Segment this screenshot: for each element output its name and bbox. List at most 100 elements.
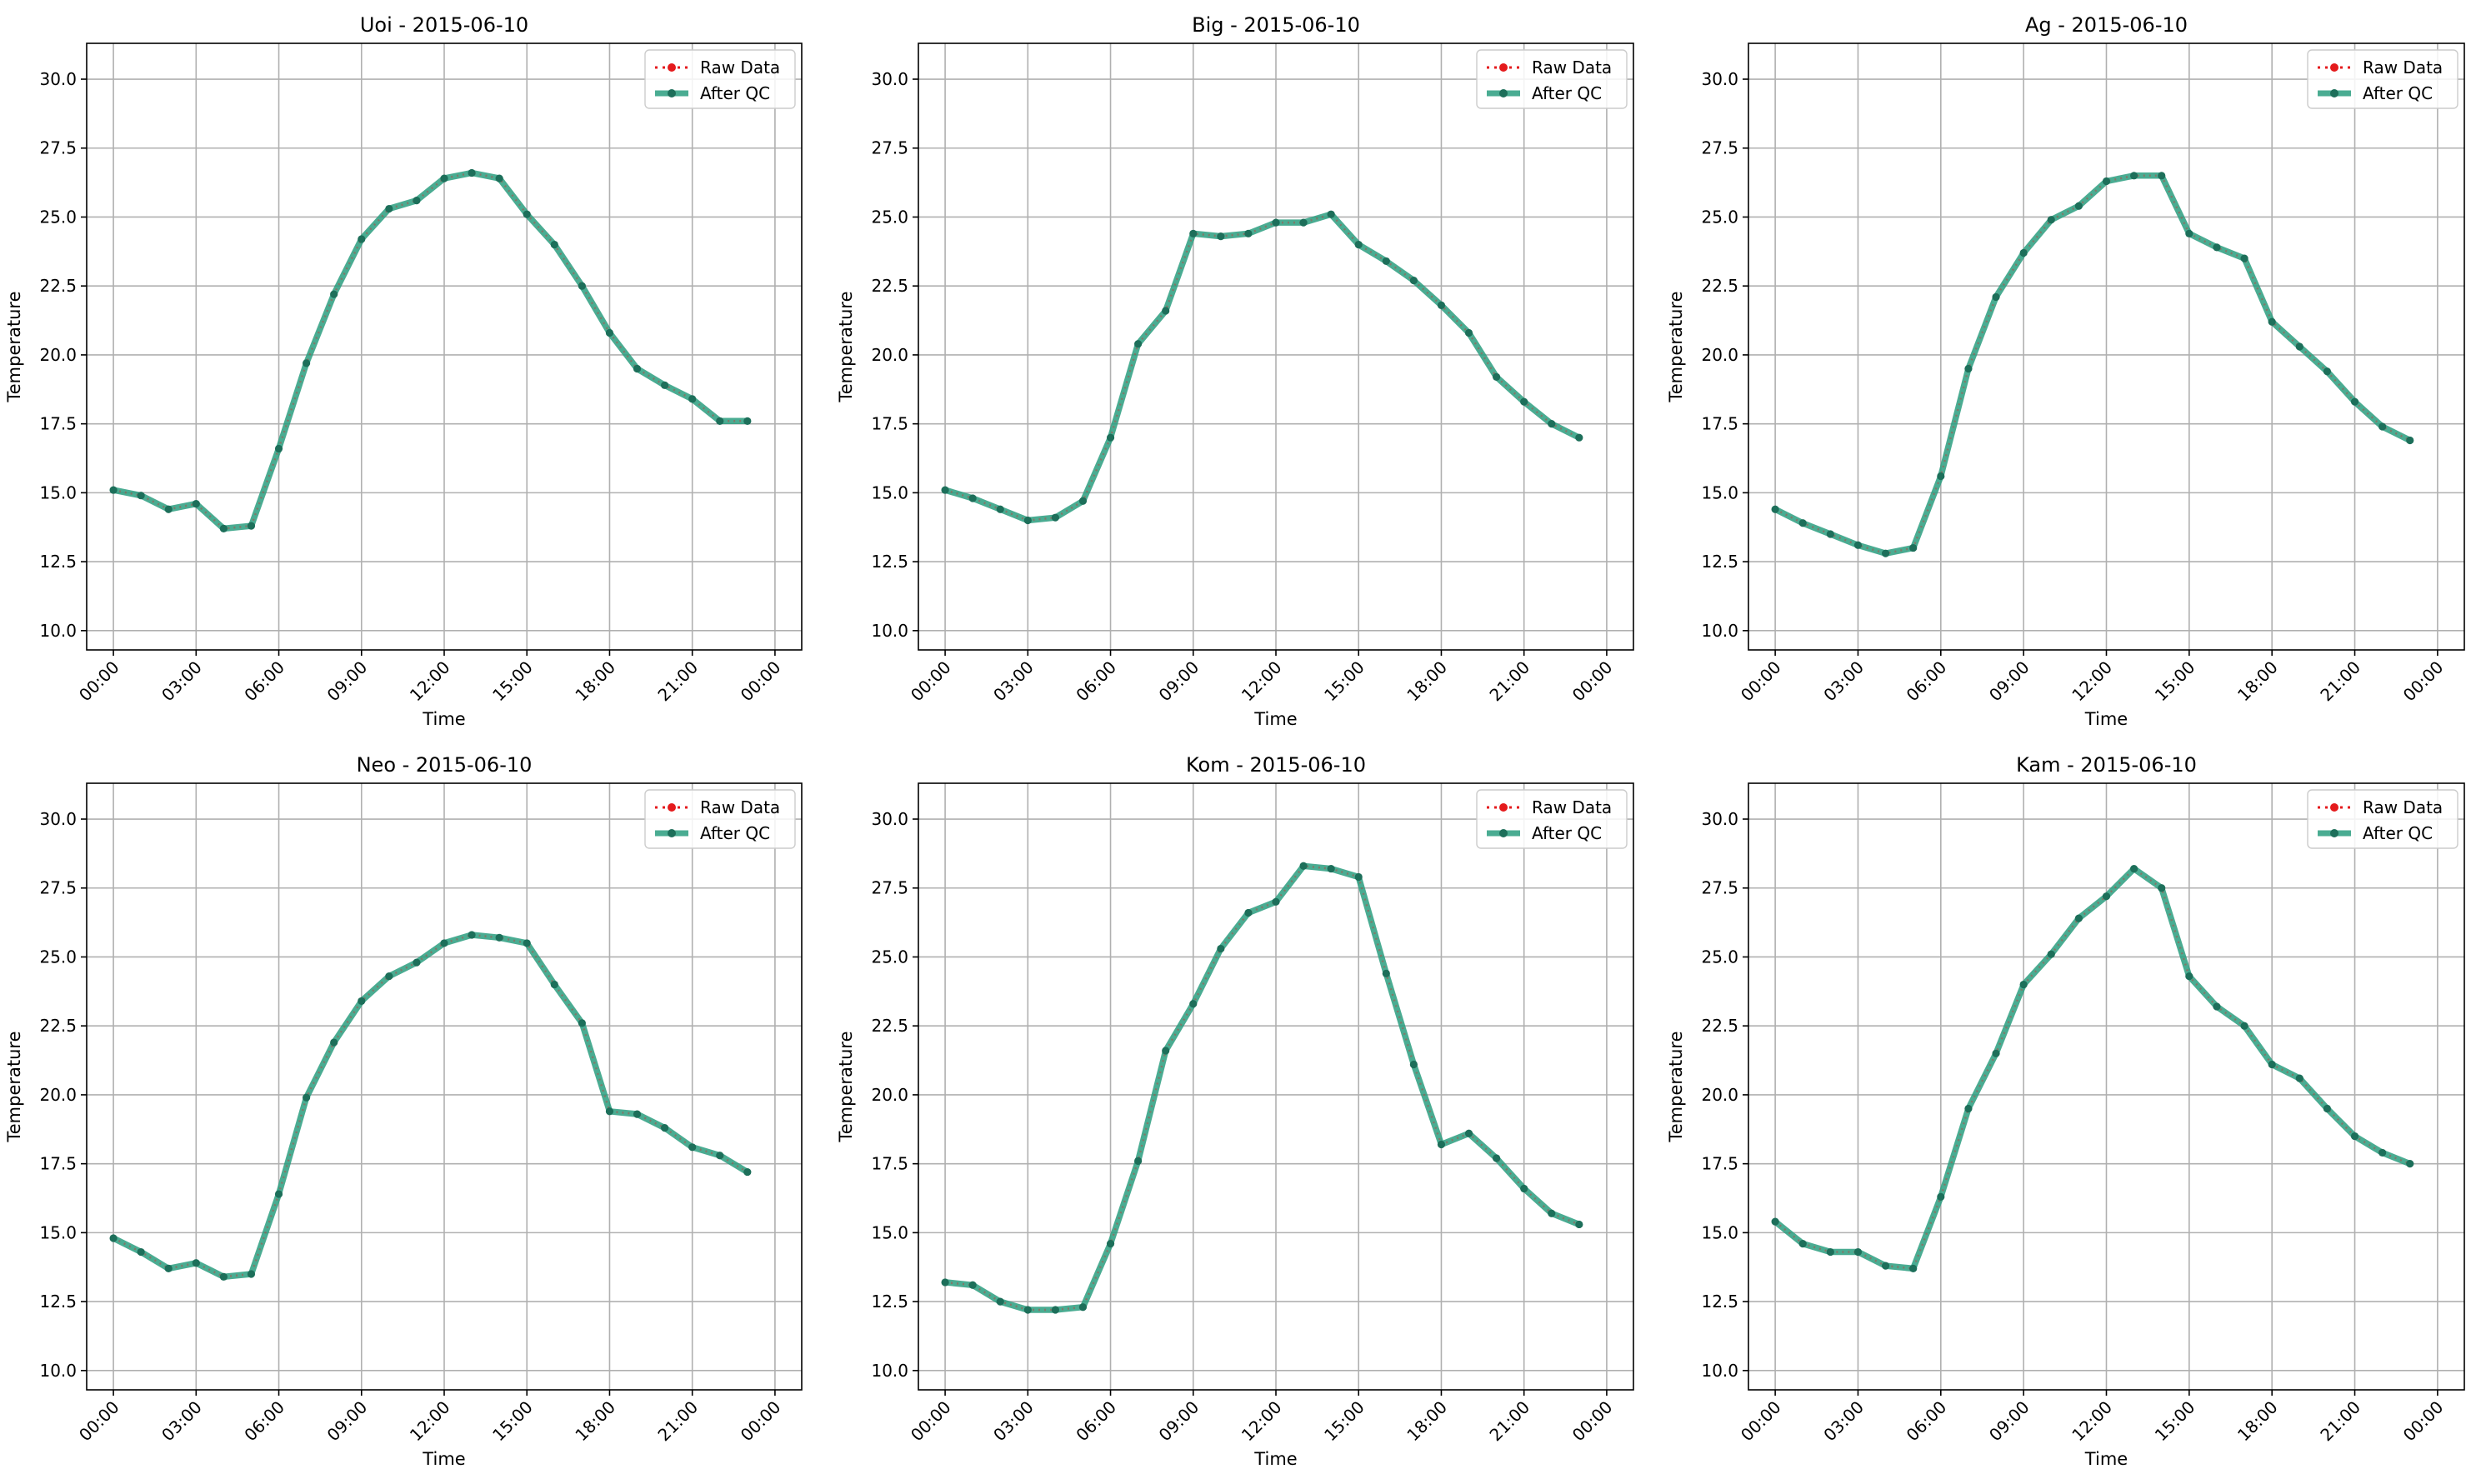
series-line-after-qc [1773,865,2412,1272]
data-point [330,290,338,298]
data-point [1575,433,1583,442]
x-axis-label: Time [2084,709,2128,729]
x-axis-label: Time [1253,1449,1297,1469]
data-point [495,174,503,182]
data-point [109,1234,118,1242]
x-tick-label: 21:00 [1485,657,1533,706]
data-point [1437,301,1446,309]
data-point [1023,1306,1032,1314]
data-point [1162,307,1170,315]
data-point [2213,243,2221,252]
data-point [413,197,421,205]
x-tick-label: 00:00 [907,657,955,706]
legend-marker-raw-data [668,63,676,72]
data-point [247,522,256,530]
y-tick-label: 27.5 [871,138,908,158]
data-point [137,1247,145,1257]
legend: Raw Data After QC [2307,49,2458,109]
y-tick-label: 22.5 [871,1016,908,1036]
grid [87,783,802,1390]
x-tick-label: 06:00 [1072,1397,1120,1446]
data-point [1853,541,1863,549]
data-point [1023,516,1032,525]
data-point [578,1019,586,1027]
data-point [1909,543,1918,552]
data-point [413,958,421,967]
data-point [2130,864,2138,873]
y-tick-label: 12.5 [1701,552,1738,572]
data-point [1992,1049,2000,1057]
y-tick-label: 30.0 [871,809,908,829]
x-tick-label: 03:00 [158,1397,206,1446]
data-point [1409,1060,1418,1069]
y-tick-label: 10.0 [1701,621,1738,641]
chart-title: Kam - 2015-06-10 [2016,753,2197,777]
y-tick-label: 12.5 [871,1292,908,1312]
x-tick-label: 09:00 [1985,657,2033,706]
data-point [1244,229,1253,237]
data-point [164,505,173,513]
data-point [743,417,752,425]
x-tick-label: 18:00 [1403,657,1451,706]
legend-label-after-qc: After QC [1532,83,1602,103]
data-point [1798,1240,1807,1248]
data-point [2295,1074,2303,1082]
legend-marker-after-qc [2330,829,2338,837]
data-point [2185,229,2193,237]
legend: Raw Data After QC [2307,789,2458,849]
x-tick-label: 00:00 [1737,1397,1785,1446]
data-point [1437,1140,1446,1149]
data-point [2213,1002,2221,1011]
x-tick-label: 15:00 [488,1397,537,1446]
x-axis-label: Time [422,709,465,729]
y-tick-label: 27.5 [39,138,77,158]
grid [918,43,1633,650]
data-point [2323,367,2332,376]
data-point [1881,1262,1890,1270]
data-point [274,444,283,453]
data-point [1217,232,1225,241]
data-point [1106,433,1115,442]
data-point [1244,908,1253,917]
x-tick-label: 18:00 [2233,1397,2282,1446]
legend-marker-raw-data [668,803,676,812]
data-point [1134,1157,1143,1165]
panel-6: 10.0 12.5 15.0 17.5 20.0 22.5 25.0 27.5 30.0 00:0… [1666,753,2465,1469]
data-point [716,1152,724,1160]
y-tick-label: 22.5 [39,1016,77,1036]
x-tick-label: 00:00 [2399,657,2448,706]
x-axis-label: Time [2084,1449,2128,1469]
data-point [633,364,642,373]
legend-label-raw-data: Raw Data [1532,797,1612,817]
series-line-raw-data [113,933,748,1278]
data-point [247,1270,256,1278]
y-tick-label: 15.0 [1701,482,1738,502]
legend: Raw Data After QC [1476,789,1628,849]
data-point [2185,972,2193,981]
x-tick-label: 15:00 [488,657,537,706]
data-point [1548,1209,1556,1217]
chart-title: Big - 2015-06-10 [1192,13,1360,37]
data-point [1078,1303,1088,1312]
data-point [1992,292,2000,302]
x-tick-label: 03:00 [989,1397,1038,1446]
panel-2: 10.0 12.5 15.0 17.5 20.0 22.5 25.0 27.5 30.0 00:0… [836,13,1634,729]
y-tick-label: 30.0 [1701,69,1738,89]
data-point [1575,1220,1583,1229]
y-tick-label: 12.5 [1701,1292,1738,1312]
y-tick-label: 25.0 [39,207,77,227]
data-point [578,282,586,290]
x-tick-label: 21:00 [653,1397,702,1446]
y-tick-label: 10.0 [1701,1361,1738,1381]
data-point [996,505,1004,513]
data-point [1299,862,1308,870]
y-tick-label: 20.0 [39,1085,77,1105]
y-tick-label: 30.0 [1701,809,1738,829]
x-tick-label: 12:00 [1238,1397,1286,1446]
panel-3: 10.0 12.5 15.0 17.5 20.0 22.5 25.0 27.5 30.0 00:0… [1666,13,2465,729]
data-point [605,328,614,337]
data-point [2350,1132,2359,1141]
chart-title: Neo - 2015-06-10 [357,753,533,777]
y-tick-label: 25.0 [871,947,908,967]
